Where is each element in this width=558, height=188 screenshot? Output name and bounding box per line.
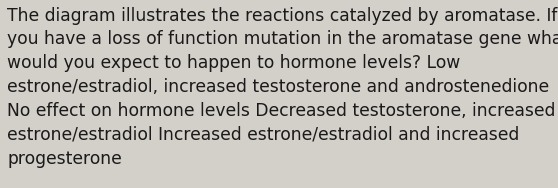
Text: The diagram illustrates the reactions catalyzed by aromatase. If
you have a loss: The diagram illustrates the reactions ca… — [7, 7, 558, 168]
